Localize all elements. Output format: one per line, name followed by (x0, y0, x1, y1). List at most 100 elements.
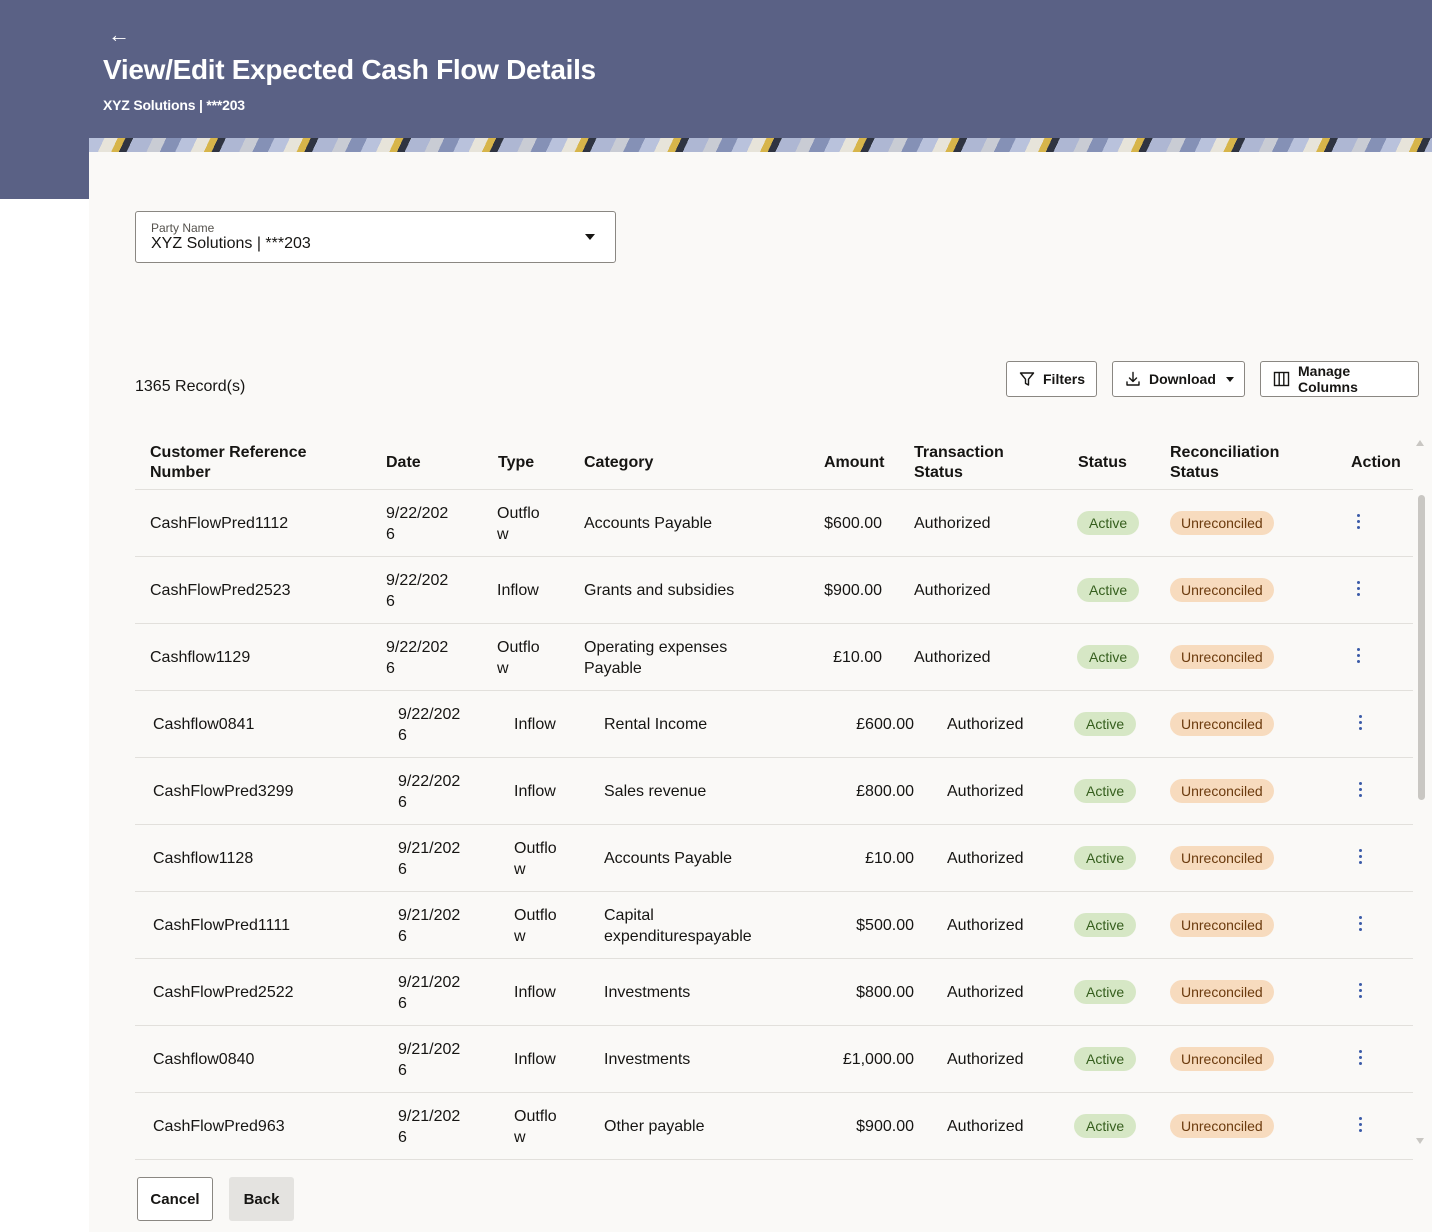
type-cell: Outflo w (497, 504, 540, 543)
more-actions-icon[interactable] (1348, 576, 1368, 600)
more-actions-icon[interactable] (1350, 978, 1370, 1002)
reconciliation-badge: Unreconciled (1170, 578, 1274, 602)
arrow-left-icon[interactable]: ← (108, 22, 130, 47)
type-cell: Outflo w (497, 638, 540, 677)
table-row[interactable]: Cashflow1129 9/22/202 6 Outflo w Operating ex… (135, 624, 1413, 691)
table-body: CashFlowPred1112 9/22/202 6 Outflo w Accounts… (135, 490, 1413, 1160)
reference-number: Cashflow1129 (150, 649, 251, 666)
transaction-status-cell: Authorized (947, 984, 1024, 1001)
manage-columns-button[interactable]: Manage Columns (1260, 361, 1419, 397)
reference-number: CashFlowPred3299 (153, 783, 294, 800)
download-button[interactable]: Download (1112, 361, 1245, 397)
reconciliation-badge: Unreconciled (1170, 913, 1274, 937)
type-cell: Inflow (497, 582, 539, 599)
amount-cell: $600.00 (824, 515, 882, 532)
cancel-button[interactable]: Cancel (137, 1177, 213, 1221)
category-cell: Operating expenses Payable (584, 638, 728, 677)
date-cell: 9/21/202 6 (398, 1107, 461, 1146)
reference-number: Cashflow1128 (153, 850, 254, 867)
header-transaction-status[interactable]: Transaction Status (914, 444, 1004, 481)
transaction-status-cell: Authorized (947, 783, 1024, 800)
category-cell: Capital expenditurespayable (604, 906, 752, 945)
scroll-up-icon[interactable] (1416, 440, 1424, 446)
amount-cell: £600.00 (856, 716, 914, 733)
date-cell: 9/22/202 6 (386, 571, 449, 610)
category-cell: Investments (604, 1051, 691, 1068)
transaction-status-cell: Authorized (947, 1051, 1024, 1068)
party-name-select[interactable]: Party Name XYZ Solutions | ***203 (135, 211, 616, 263)
more-actions-icon[interactable] (1350, 710, 1370, 734)
header-reconciliation-status[interactable]: Reconciliation Status (1170, 444, 1280, 481)
page-title: View/Edit Expected Cash Flow Details (103, 54, 596, 85)
status-badge: Active (1074, 779, 1137, 803)
table-row[interactable]: Cashflow0840 9/21/202 6 Inflow Investments £1… (135, 1026, 1413, 1093)
amount-cell: $500.00 (856, 917, 914, 934)
party-name-value: XYZ Solutions | ***203 (151, 235, 311, 252)
more-actions-icon[interactable] (1350, 1045, 1370, 1069)
more-actions-icon[interactable] (1348, 643, 1368, 667)
chevron-down-icon (1225, 376, 1234, 382)
table-row[interactable]: CashFlowPred1111 9/21/202 6 Outflo w Capital e… (135, 892, 1413, 959)
category-cell: Investments (604, 984, 691, 1001)
header-type[interactable]: Type (498, 454, 535, 471)
reconciliation-badge: Unreconciled (1170, 980, 1274, 1004)
header-customer-reference[interactable]: Customer Reference Number (150, 444, 307, 481)
type-cell: Outflo w (514, 906, 557, 945)
reconciliation-badge: Unreconciled (1170, 846, 1274, 870)
reference-number: CashFlowPred2523 (150, 582, 291, 599)
table-row[interactable]: CashFlowPred963 9/21/202 6 Outflo w Other pay… (135, 1093, 1413, 1160)
amount-cell: £10.00 (833, 649, 882, 666)
columns-icon (1273, 371, 1290, 387)
amount-cell: £800.00 (856, 783, 914, 800)
reference-number: Cashflow0840 (153, 1051, 255, 1068)
status-badge: Active (1074, 980, 1137, 1004)
amount-cell: £1,000.00 (842, 1051, 914, 1068)
category-cell: Accounts Payable (604, 850, 733, 867)
scroll-down-icon[interactable] (1416, 1138, 1424, 1144)
status-badge: Active (1077, 511, 1140, 535)
more-actions-icon[interactable] (1350, 777, 1370, 801)
table-row[interactable]: Cashflow0841 9/22/202 6 Inflow Rental Income… (135, 691, 1413, 758)
header-date[interactable]: Date (386, 454, 421, 471)
reconciliation-badge: Unreconciled (1170, 779, 1274, 803)
back-button[interactable]: Back (229, 1177, 294, 1221)
category-cell: Grants and subsidies (584, 582, 735, 599)
filter-icon (1019, 371, 1035, 387)
type-cell: Inflow (514, 984, 556, 1001)
type-cell: Inflow (514, 783, 556, 800)
status-badge: Active (1074, 846, 1137, 870)
category-cell: Rental Income (604, 716, 708, 733)
header-action: Action (1351, 454, 1401, 471)
header-category[interactable]: Category (584, 454, 654, 471)
table-row[interactable]: CashFlowPred3299 9/22/202 6 Inflow Sales rev… (135, 758, 1413, 825)
page-subtitle: XYZ Solutions | ***203 (103, 97, 245, 113)
status-badge: Active (1074, 1114, 1137, 1138)
header-status[interactable]: Status (1078, 454, 1127, 471)
table-row[interactable]: CashFlowPred2523 9/22/202 6 Inflow Grants an… (135, 557, 1413, 624)
table-row[interactable]: Cashflow1128 9/21/202 6 Outflo w Accounts Pay… (135, 825, 1413, 892)
transaction-status-cell: Authorized (947, 1118, 1024, 1135)
status-badge: Active (1077, 578, 1140, 602)
date-cell: 9/22/202 6 (386, 504, 449, 543)
table-header: Customer Reference Number Date Type Cate… (135, 433, 1413, 490)
reference-number: CashFlowPred1111 (153, 917, 290, 934)
table-row[interactable]: CashFlowPred1112 9/22/202 6 Outflo w Accounts… (135, 490, 1413, 557)
date-cell: 9/21/202 6 (398, 1040, 461, 1079)
reconciliation-badge: Unreconciled (1170, 712, 1274, 736)
more-actions-icon[interactable] (1348, 509, 1368, 533)
more-actions-icon[interactable] (1350, 844, 1370, 868)
type-cell: Outflo w (514, 1107, 557, 1146)
more-actions-icon[interactable] (1350, 1112, 1370, 1136)
party-name-label: Party Name (151, 221, 215, 235)
table-scrollbar[interactable] (1418, 495, 1425, 800)
header-amount[interactable]: Amount (824, 454, 885, 471)
category-cell: Sales revenue (604, 783, 707, 800)
manage-columns-label: Manage Columns (1298, 363, 1358, 395)
category-cell: Accounts Payable (584, 515, 713, 532)
date-cell: 9/22/202 6 (398, 772, 461, 811)
status-badge: Active (1074, 712, 1137, 736)
more-actions-icon[interactable] (1350, 911, 1370, 935)
filters-button[interactable]: Filters (1006, 361, 1097, 397)
table-row[interactable]: CashFlowPred2522 9/21/202 6 Inflow Investmen… (135, 959, 1413, 1026)
amount-cell: $800.00 (856, 984, 914, 1001)
